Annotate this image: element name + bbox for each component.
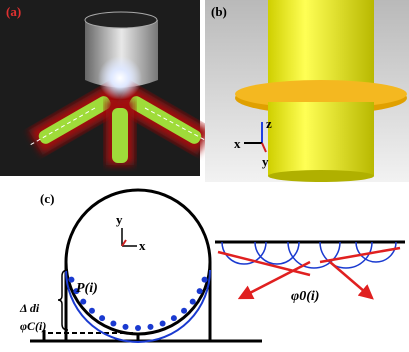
annotation: P(i) [76,281,98,296]
figure: (a) (b) z x y (c) [0,0,409,352]
dot [147,324,153,330]
dot [99,315,105,321]
annotation: φ0(i) [291,289,319,304]
ring [66,190,210,334]
glow [98,56,142,100]
axis-label: x [234,136,241,151]
axes-c [122,228,137,246]
dot [80,299,86,305]
dot [202,277,208,283]
dot [110,321,116,327]
dot [89,308,95,314]
dot [135,325,141,331]
panel-a: (a) [0,0,211,176]
dot [160,321,166,327]
annotation: φC(i) [20,319,46,333]
axis-label: y [116,212,123,227]
axis-label: z [266,116,272,131]
dot [181,308,187,314]
panel-label: (c) [40,191,54,206]
dot [190,299,196,305]
cylinder-top [85,12,157,28]
annotation: Δ di [19,301,40,315]
axis-label: x [139,238,146,253]
panel-label: (b) [211,4,227,19]
dot [68,277,74,283]
dot [171,315,177,321]
dot [197,288,203,294]
panel-label: (a) [6,4,21,19]
dot [123,324,129,330]
axis-label: y [262,154,269,169]
panel-b: (b) z x y [205,0,409,182]
panel-c: (c) y x P(i) Δ di φC(i) φ0(i) [19,190,405,342]
loops [222,242,396,268]
